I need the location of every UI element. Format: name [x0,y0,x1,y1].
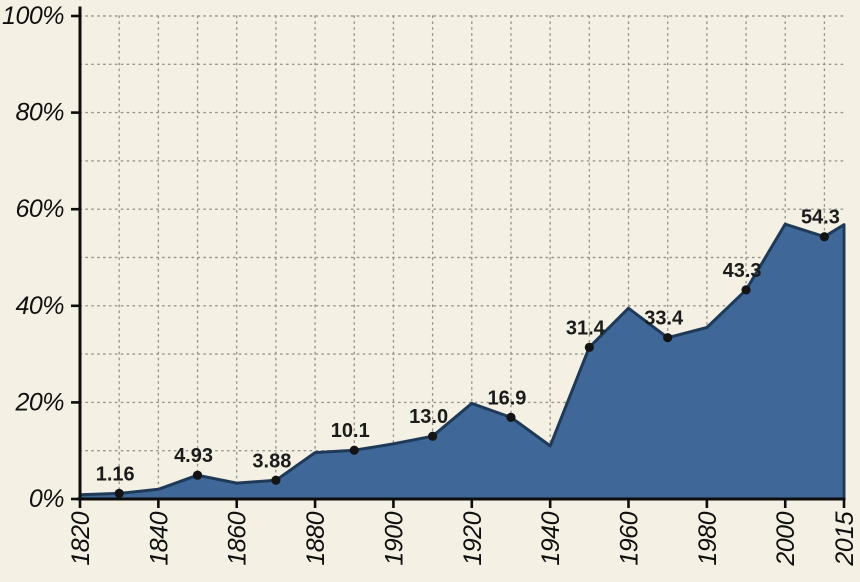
data-point-dot [819,232,830,242]
data-point-label: 43.3 [723,260,762,282]
data-point-label: 3.88 [252,450,291,472]
axes [77,6,846,501]
data-point-dot [349,445,359,455]
x-tick-label: 1900 [380,511,408,565]
y-tick-label: 60% [15,195,64,223]
data-point-dot [114,488,124,498]
data-point-label: 4.93 [174,445,213,467]
y-tick-label: 20% [14,388,64,416]
data-point-label: 31.4 [566,317,606,339]
tick-marks [71,14,846,508]
data-point-dot [192,470,203,480]
data-point-label: 54.3 [801,207,840,229]
x-tick-label: 1960 [616,511,644,565]
x-tick-label: 1860 [224,511,252,565]
data-point-dot [428,431,438,441]
data-point-dot [584,342,594,352]
data-point-label: 13.0 [409,406,448,428]
x-tick-label: 1820 [67,511,95,565]
x-tick-label: 1920 [459,511,487,565]
x-tick-label: 2000 [772,511,800,566]
y-tick-label: 100% [2,2,64,30]
x-tick-label: 2015 [831,511,859,566]
x-tick-label: 1940 [537,511,565,565]
data-point-dot [663,333,673,343]
x-tick-label: 1840 [145,511,173,565]
data-point-label: 16.9 [488,387,527,409]
y-tick-label: 80% [15,99,64,127]
data-point-dot [741,285,751,295]
x-tick-label: 1980 [694,511,722,565]
y-tick-label: 40% [15,292,64,320]
y-tick-label: 0% [29,485,64,513]
data-point-dot [271,475,281,485]
data-point-label: 1.16 [96,463,135,485]
x-tick-label: 1880 [302,511,330,565]
data-point-dot [506,412,516,422]
data-point-label: 33.4 [644,308,684,330]
data-point-label: 10.1 [331,420,370,442]
